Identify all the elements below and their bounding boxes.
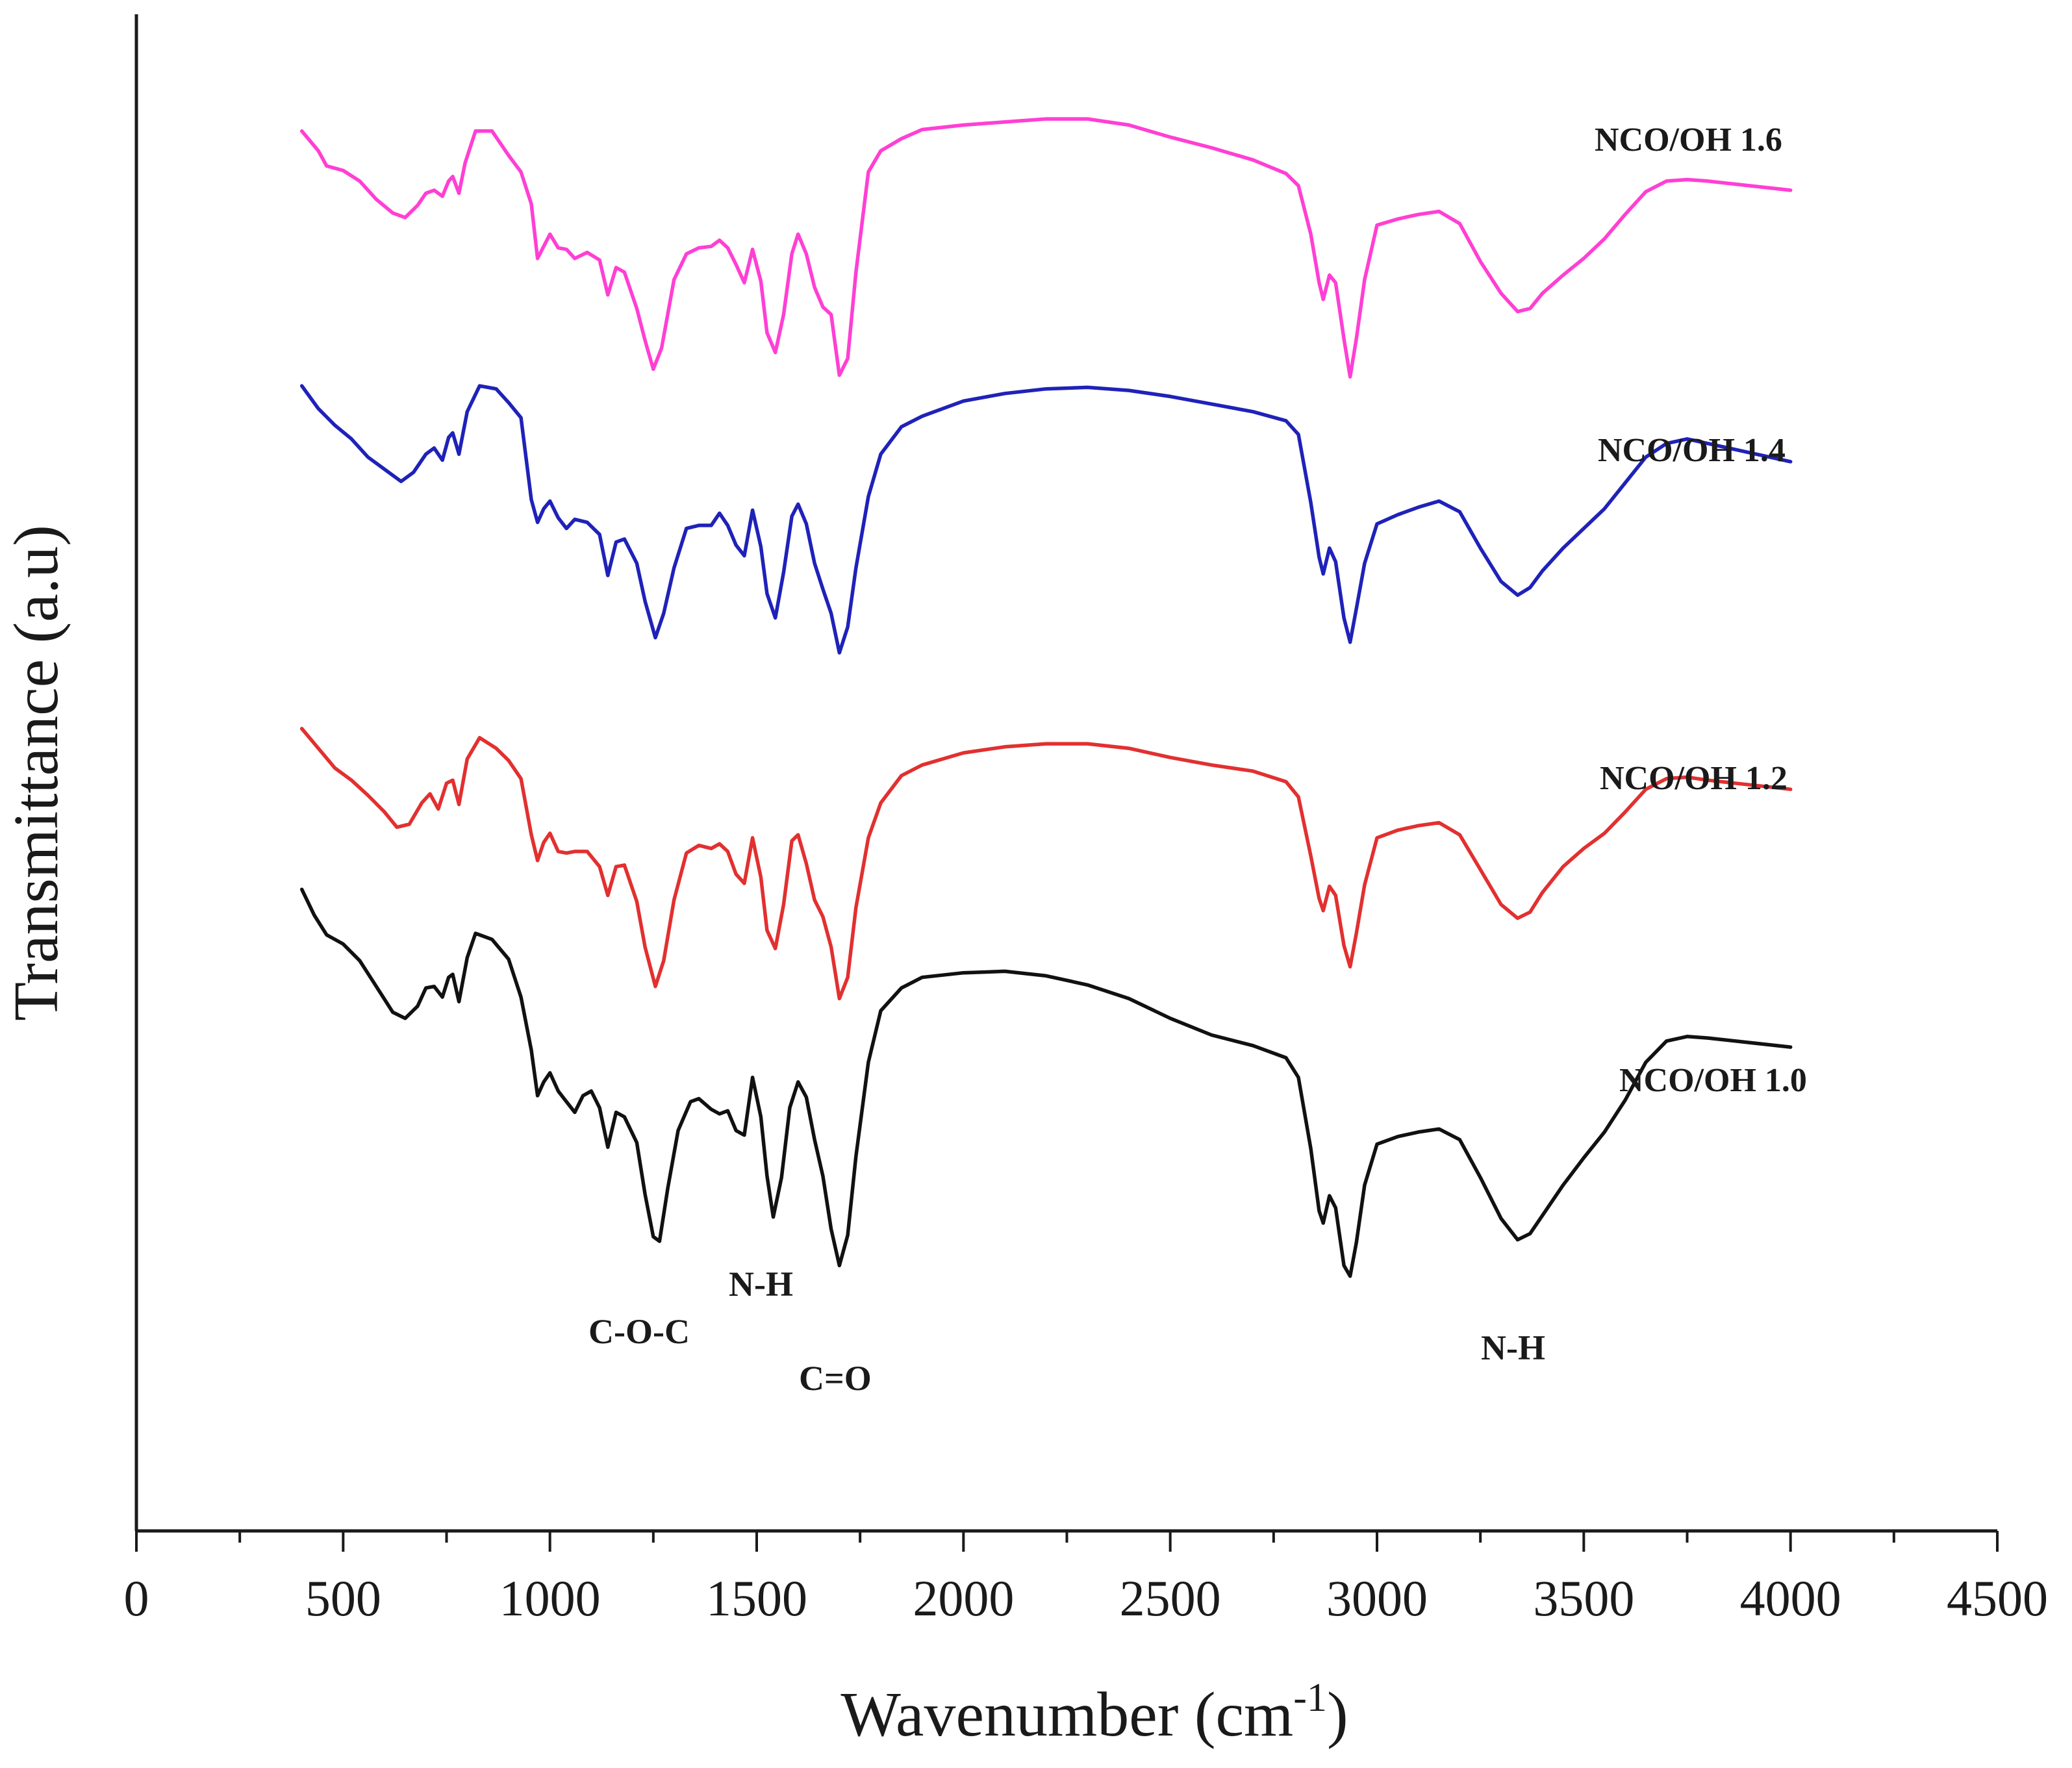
x-tick-label: 3000 [1326,1570,1428,1626]
annotation-n-h-2: N-H [1481,1328,1545,1367]
annotation-n-h-1: N-H [729,1265,793,1304]
series-label-1-2: NCO/OH 1.2 [1600,760,1788,797]
series-line-nco-oh-1-4 [299,384,1793,655]
series-line-nco-oh-1-2 [299,727,1793,1001]
x-tick-label: 2000 [913,1570,1014,1626]
x-tick-label: 2500 [1120,1570,1221,1626]
series-layer [299,117,1793,1278]
x-tick-label: 1000 [499,1570,601,1626]
x-tick-label: 4000 [1740,1570,1841,1626]
x-tick-label: 4500 [1947,1570,2048,1626]
series-line-nco-oh-1-0 [299,887,1793,1278]
x-axis-title: Wavenumber (cm-1) [840,1676,1348,1750]
series-label-1-6: NCO/OH 1.6 [1595,121,1782,158]
x-ticks: 0 500 1000 1500 2000 2500 3000 3500 4000 4500 [124,1531,2048,1626]
series-labels: NCO/OH 1.6 NCO/OH 1.4 NCO/OH 1.2 NCO/OH … [1595,121,1807,1099]
x-tick-label: 500 [305,1570,381,1626]
peak-annotations: C-O-C N-H C=O N-H [588,1265,1545,1398]
x-axis-title-suffix: ) [1327,1680,1348,1750]
series-label-1-0: NCO/OH 1.0 [1619,1062,1807,1099]
series-line-nco-oh-1-6 [299,117,1793,379]
series-label-1-4: NCO/OH 1.4 [1598,432,1786,469]
annotation-c-equals-o: C=O [799,1359,872,1398]
x-tick-label: 3500 [1533,1570,1634,1626]
annotation-c-o-c: C-O-C [588,1312,690,1351]
x-axis-title-main: Wavenumber (cm [840,1680,1293,1750]
x-tick-label: 0 [124,1570,149,1626]
x-tick-label: 1500 [706,1570,807,1626]
x-axis-title-superscript: -1 [1293,1676,1327,1720]
y-axis-title: Transmittance (a.u) [1,525,71,1021]
